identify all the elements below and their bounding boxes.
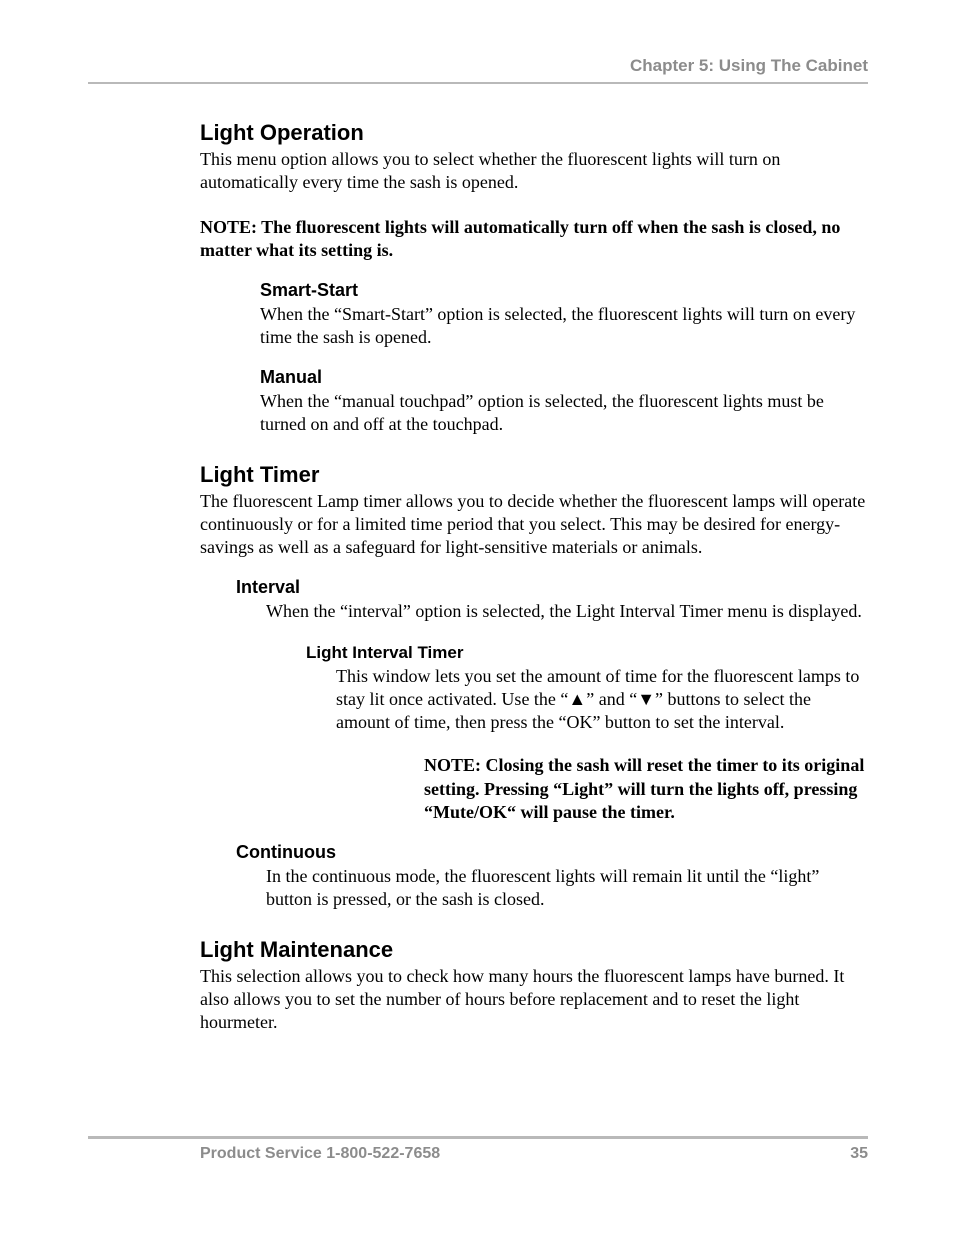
light-maintenance-intro: This selection allows you to check how m…: [200, 965, 868, 1034]
light-interval-timer-note-block: NOTE: Closing the sash will reset the ti…: [424, 754, 868, 823]
subsection-light-interval-timer: Light Interval Timer This window lets yo…: [306, 643, 868, 823]
subsection-manual: Manual When the “manual touchpad” option…: [260, 367, 868, 436]
light-timer-intro: The fluorescent Lamp timer allows you to…: [200, 490, 868, 559]
subsection-smart-start: Smart-Start When the “Smart-Start” optio…: [260, 280, 868, 349]
footer-rule: [88, 1136, 868, 1139]
light-operation-note: NOTE: The fluorescent lights will automa…: [200, 216, 868, 262]
chapter-header: Chapter 5: Using The Cabinet: [88, 56, 868, 82]
continuous-body: In the continuous mode, the fluorescent …: [266, 865, 868, 911]
heading-manual: Manual: [260, 367, 868, 388]
heading-smart-start: Smart-Start: [260, 280, 868, 301]
heading-light-maintenance: Light Maintenance: [200, 937, 868, 963]
manual-body: When the “manual touchpad” option is sel…: [260, 390, 868, 436]
heading-light-interval-timer: Light Interval Timer: [306, 643, 868, 663]
page: Chapter 5: Using The Cabinet Light Opera…: [88, 56, 868, 1034]
subsection-continuous: Continuous In the continuous mode, the f…: [236, 842, 868, 911]
subsection-interval: Interval When the “interval” option is s…: [236, 577, 868, 823]
page-footer: Product Service 1-800-522-7658 35: [88, 1136, 868, 1163]
smart-start-body: When the “Smart-Start” option is selecte…: [260, 303, 868, 349]
light-operation-intro: This menu option allows you to select wh…: [200, 148, 868, 194]
footer-page-number: 35: [850, 1145, 868, 1163]
light-interval-timer-body: This window lets you set the amount of t…: [336, 665, 868, 734]
header-rule: [88, 82, 868, 84]
light-interval-timer-note: NOTE: Closing the sash will reset the ti…: [424, 754, 868, 823]
heading-light-operation: Light Operation: [200, 120, 868, 146]
interval-body: When the “interval” option is selected, …: [266, 600, 868, 623]
heading-light-timer: Light Timer: [200, 462, 868, 488]
footer-service: Product Service 1-800-522-7658: [200, 1145, 440, 1163]
content-column: Light Operation This menu option allows …: [88, 120, 868, 1034]
heading-interval: Interval: [236, 577, 868, 598]
heading-continuous: Continuous: [236, 842, 868, 863]
